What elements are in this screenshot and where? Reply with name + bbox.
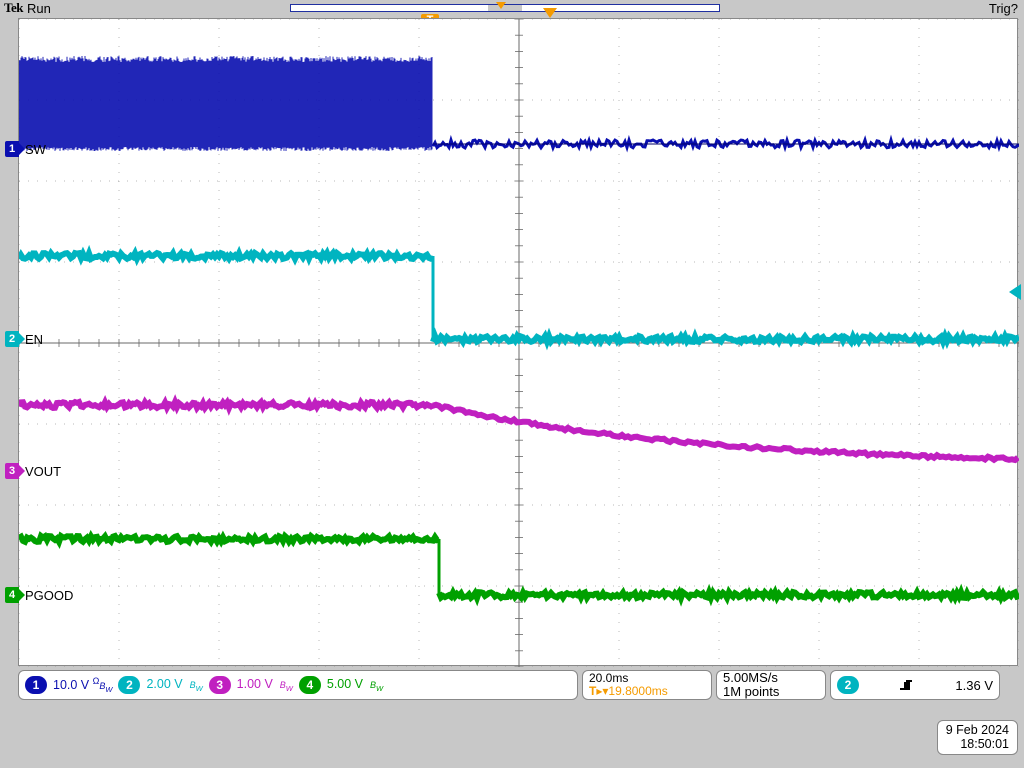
channel-3-vdiv: 1.00 V BW [237,677,293,693]
waveform-canvas [19,19,1019,667]
channel-1-label: SW [25,142,46,157]
brand-logo: Tek [0,0,25,16]
trigger-level-marker-icon [1009,284,1021,300]
channel-1-vdiv: 10.0 V ΩBW [53,676,112,694]
top-status-bar: Tek Run Trig? [0,0,1024,16]
channel-1-ground-marker: 1 [5,141,19,157]
channel-4-pill: 4 [299,676,321,694]
channel-4-vdiv: 5.00 V BW [327,677,383,693]
oscilloscope-screenshot: Tek Run Trig? T 1 2 3 4 SW EN VOUT PGOOD… [0,0,1024,768]
trigger-level-top-marker-icon [543,8,557,18]
channel-1-pill: 1 [25,676,47,694]
record-length: 1M points [723,685,779,699]
run-state: Run [25,1,51,16]
trigger-state: Trig? [989,1,1024,16]
channel-2-label: EN [25,332,43,347]
channel-3-pill: 3 [209,676,231,694]
channel-4-label: PGOOD [25,588,73,603]
trigger-delay: T▸▾19.8000ms [589,685,668,698]
sample-rate: 5.00MS/s [723,671,778,685]
trigger-panel: 2 1.36 V [830,670,1000,700]
channel-4-ground-marker: 4 [5,587,19,603]
trigger-source-pill: 2 [837,676,859,694]
time: 18:50:01 [946,737,1009,751]
trigger-overview-marker-icon [496,2,506,9]
channel-3-label: VOUT [25,464,61,479]
readout-bar: 1 10.0 V ΩBW 2 2.00 V BW 3 1.00 V BW 4 5… [18,670,1018,700]
channel-3-ground-marker: 3 [5,463,19,479]
date: 9 Feb 2024 [946,723,1009,737]
channel-2-pill: 2 [118,676,140,694]
waveform-display: 1 2 3 4 SW EN VOUT PGOOD [18,18,1018,666]
falling-edge-icon [900,678,914,692]
timebase-panel: 20.0ms T▸▾19.8000ms [582,670,712,700]
channel-2-vdiv: 2.00 V BW [146,677,202,693]
channel-scale-panel: 1 10.0 V ΩBW 2 2.00 V BW 3 1.00 V BW 4 5… [18,670,578,700]
acquisition-panel: 5.00MS/s 1M points [716,670,826,700]
datetime-panel: 9 Feb 2024 18:50:01 [937,720,1018,755]
channel-2-ground-marker: 2 [5,331,19,347]
trigger-level-value: 1.36 V [955,678,993,693]
